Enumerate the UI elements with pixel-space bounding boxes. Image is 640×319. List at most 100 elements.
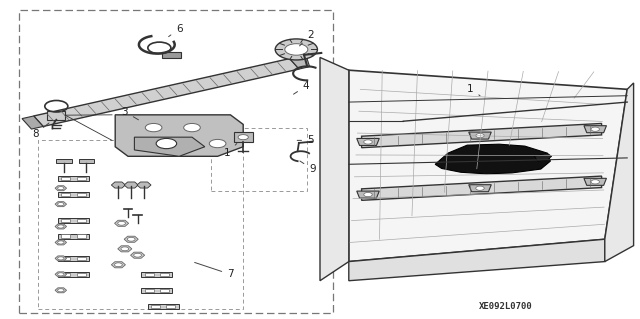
Text: XE092L0700: XE092L0700 — [479, 302, 532, 311]
Polygon shape — [58, 218, 89, 223]
Circle shape — [58, 203, 64, 206]
Polygon shape — [55, 224, 67, 229]
Circle shape — [58, 225, 64, 228]
Text: 8: 8 — [32, 123, 49, 139]
Polygon shape — [356, 191, 380, 198]
Polygon shape — [55, 288, 67, 293]
Polygon shape — [534, 153, 552, 161]
Polygon shape — [362, 123, 602, 148]
Bar — [61, 219, 70, 222]
Text: 5: 5 — [297, 135, 314, 145]
Polygon shape — [58, 234, 89, 239]
Circle shape — [127, 237, 135, 241]
Circle shape — [134, 253, 141, 257]
Polygon shape — [55, 272, 67, 277]
Bar — [61, 257, 70, 260]
Circle shape — [145, 123, 162, 132]
Bar — [61, 234, 70, 238]
Bar — [61, 177, 70, 180]
Circle shape — [118, 221, 125, 225]
Text: 7: 7 — [195, 263, 234, 279]
Text: 2: 2 — [300, 30, 314, 46]
Polygon shape — [137, 182, 151, 188]
Circle shape — [364, 192, 372, 197]
Circle shape — [591, 180, 600, 184]
Polygon shape — [58, 192, 89, 197]
Polygon shape — [55, 256, 67, 261]
Polygon shape — [362, 176, 602, 200]
Circle shape — [591, 127, 600, 131]
Polygon shape — [131, 252, 145, 258]
Polygon shape — [605, 83, 634, 262]
Polygon shape — [115, 220, 129, 226]
Polygon shape — [356, 138, 380, 145]
Polygon shape — [58, 256, 89, 261]
Circle shape — [58, 289, 64, 292]
Polygon shape — [584, 178, 607, 185]
Polygon shape — [134, 137, 205, 156]
Polygon shape — [584, 126, 607, 133]
Circle shape — [115, 263, 122, 267]
Circle shape — [58, 257, 64, 260]
Bar — [166, 305, 175, 308]
Circle shape — [156, 138, 177, 149]
Polygon shape — [468, 132, 492, 139]
Circle shape — [238, 135, 248, 140]
Circle shape — [121, 247, 129, 251]
Bar — [160, 289, 169, 292]
Bar — [77, 193, 86, 196]
Bar — [145, 273, 154, 276]
Polygon shape — [118, 246, 132, 252]
Polygon shape — [79, 159, 94, 163]
Circle shape — [476, 186, 484, 190]
Bar — [77, 219, 86, 222]
Polygon shape — [141, 288, 172, 293]
Polygon shape — [349, 239, 605, 281]
Bar — [77, 234, 86, 238]
Circle shape — [58, 273, 64, 276]
Polygon shape — [55, 186, 67, 191]
Polygon shape — [56, 159, 72, 163]
Bar — [61, 193, 70, 196]
Polygon shape — [58, 272, 89, 277]
Polygon shape — [55, 202, 67, 207]
Circle shape — [275, 39, 317, 60]
Bar — [61, 273, 70, 276]
Bar — [77, 257, 86, 260]
Bar — [151, 305, 160, 308]
Text: 4: 4 — [294, 81, 309, 94]
Text: 1: 1 — [224, 144, 237, 158]
Polygon shape — [34, 59, 299, 126]
Circle shape — [184, 123, 200, 132]
Polygon shape — [234, 132, 253, 142]
Polygon shape — [320, 57, 349, 281]
Polygon shape — [468, 185, 492, 192]
Polygon shape — [148, 304, 179, 309]
Text: 1: 1 — [467, 84, 480, 96]
Polygon shape — [124, 182, 138, 188]
Polygon shape — [435, 144, 550, 174]
Bar — [77, 273, 86, 276]
Text: 6: 6 — [168, 24, 182, 37]
Circle shape — [58, 187, 64, 190]
Text: 3: 3 — [122, 107, 138, 120]
Text: 9: 9 — [300, 161, 316, 174]
Polygon shape — [47, 111, 65, 120]
Circle shape — [364, 140, 372, 144]
Circle shape — [209, 139, 226, 148]
Polygon shape — [115, 115, 243, 156]
Polygon shape — [124, 236, 138, 242]
Polygon shape — [58, 176, 89, 181]
Polygon shape — [111, 182, 125, 188]
Polygon shape — [22, 116, 43, 129]
Circle shape — [476, 133, 484, 138]
Polygon shape — [55, 240, 67, 245]
Polygon shape — [290, 56, 310, 69]
Polygon shape — [111, 262, 125, 268]
Circle shape — [285, 44, 308, 55]
Polygon shape — [162, 52, 181, 58]
Bar — [160, 273, 169, 276]
Polygon shape — [349, 70, 627, 262]
Bar — [145, 289, 154, 292]
Polygon shape — [141, 272, 172, 277]
